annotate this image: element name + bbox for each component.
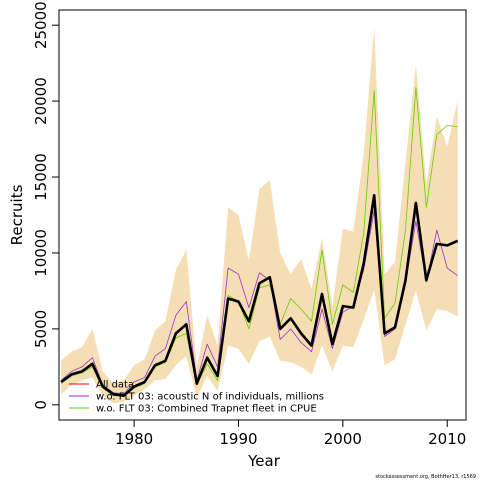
x-tick-label: 2010: [428, 430, 466, 448]
y-tick-label: 20000: [32, 77, 50, 125]
estimate-line: [60, 194, 459, 398]
confidence-band: [61, 26, 458, 404]
x-tick-label: 2000: [324, 430, 362, 448]
legend-label: w.o. FLT 03: Combined Trapnet fleet in C…: [96, 404, 317, 415]
wo-acoustic-line: [60, 209, 458, 395]
y-tick-label: 0: [32, 400, 50, 410]
x-axis-title: Year: [247, 452, 281, 470]
y-axis-ticks: 0 5000 10000 15000 20000 25000: [32, 1, 59, 410]
legend-item-all-data: All data: [69, 380, 134, 391]
x-axis-ticks: 1980 1990 2000 2010: [115, 420, 466, 448]
legend-label: All data: [96, 380, 134, 391]
legend-label: w.o. FLT 03: acoustic N of individuals, …: [96, 392, 324, 403]
y-tick-label: 5000: [32, 310, 50, 348]
series-layer: [60, 87, 459, 398]
y-tick-label: 15000: [32, 153, 50, 201]
legend-item-wo-trapnet: w.o. FLT 03: Combined Trapnet fleet in C…: [69, 404, 317, 415]
credit-text: stockassessment.org, BothHer13, r1569: [375, 474, 476, 480]
y-tick-label: 10000: [32, 229, 50, 277]
y-tick-label: 25000: [32, 1, 50, 49]
legend-item-wo-acoustic: w.o. FLT 03: acoustic N of individuals, …: [69, 392, 324, 403]
x-tick-label: 1980: [115, 430, 153, 448]
y-axis-title: Recruits: [8, 184, 26, 245]
plot-frame: [58, 9, 467, 421]
confidence-band-layer: [61, 26, 458, 404]
x-tick-label: 1990: [219, 430, 257, 448]
